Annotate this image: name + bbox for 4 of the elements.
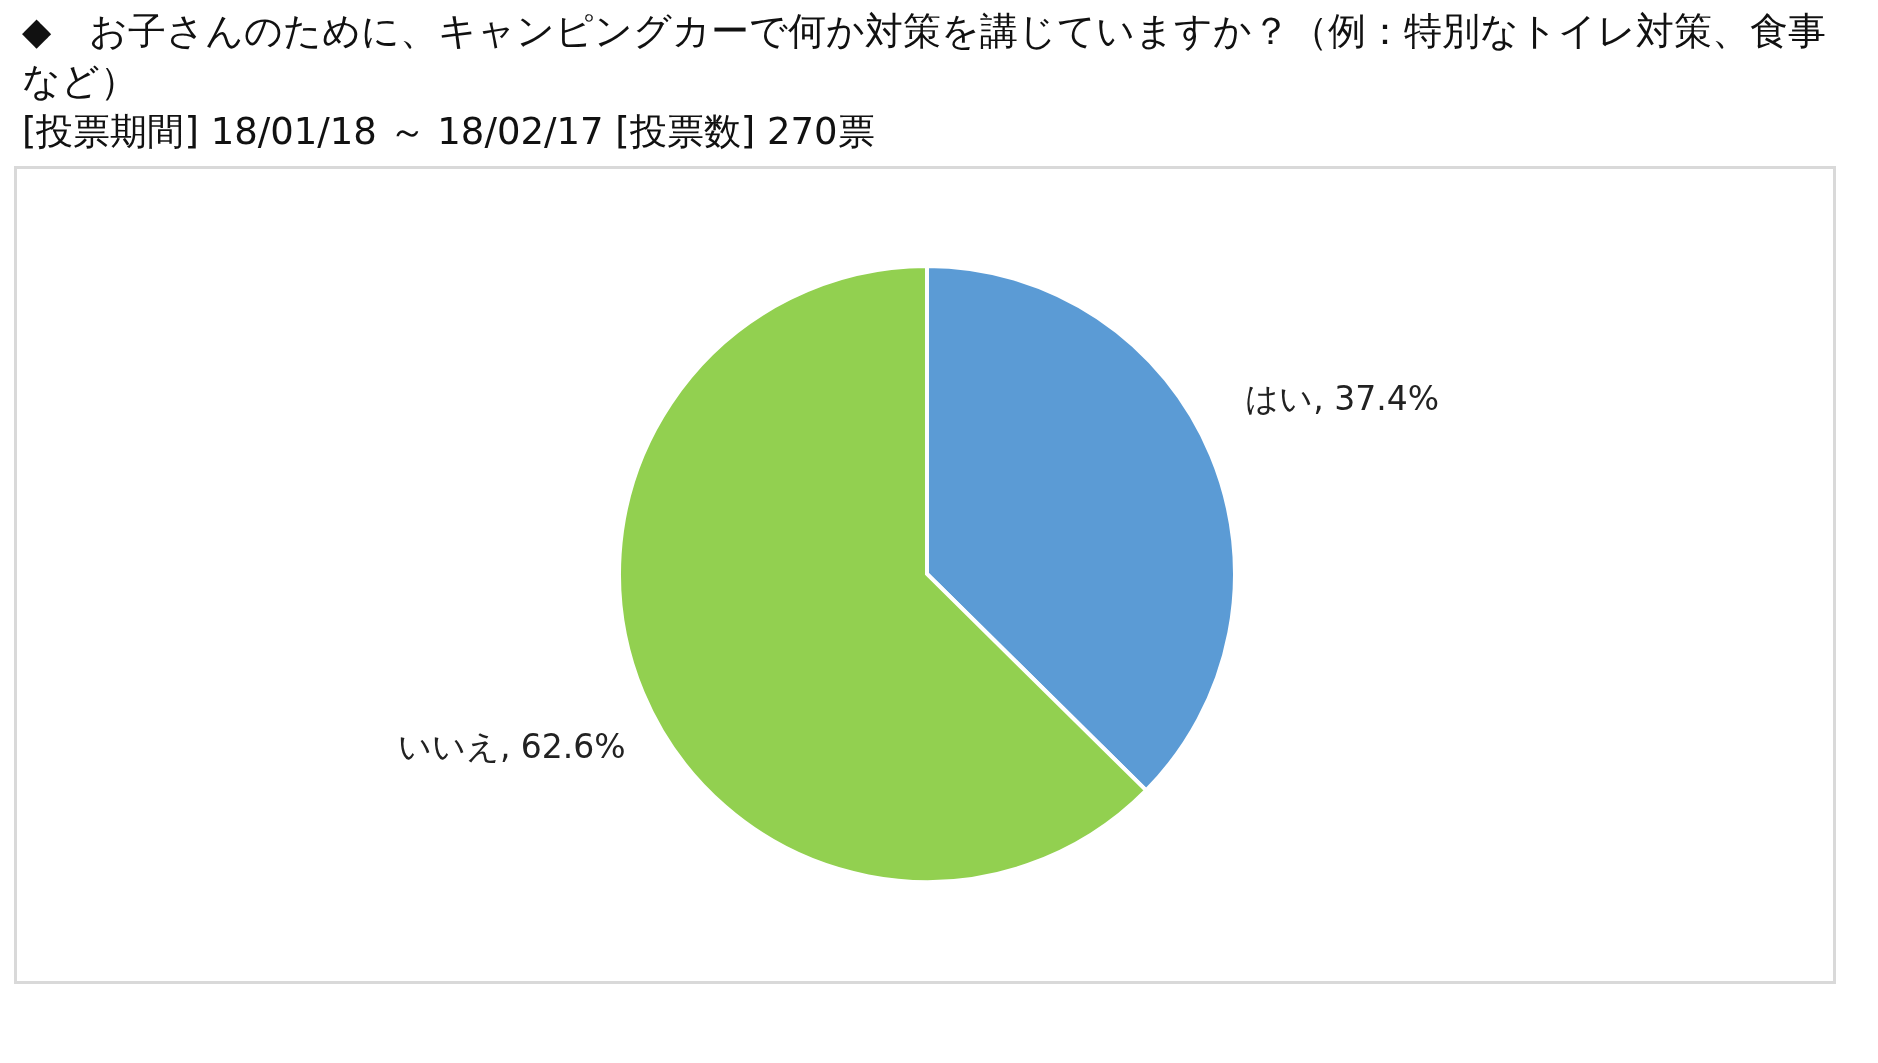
slice-label: はい, 37.4%	[1245, 379, 1440, 419]
slice-label: いいえ, 62.6%	[397, 726, 626, 766]
chart-title: ◆ お子さんのために、キャンピングカーで何か対策を講じていますか？（例：特別なトイレ対策、食事など）	[21, 8, 1828, 105]
chart-subtitle: [投票期間] 18/01/18 ～ 18/02/17 [投票数] 270票	[21, 109, 876, 155]
